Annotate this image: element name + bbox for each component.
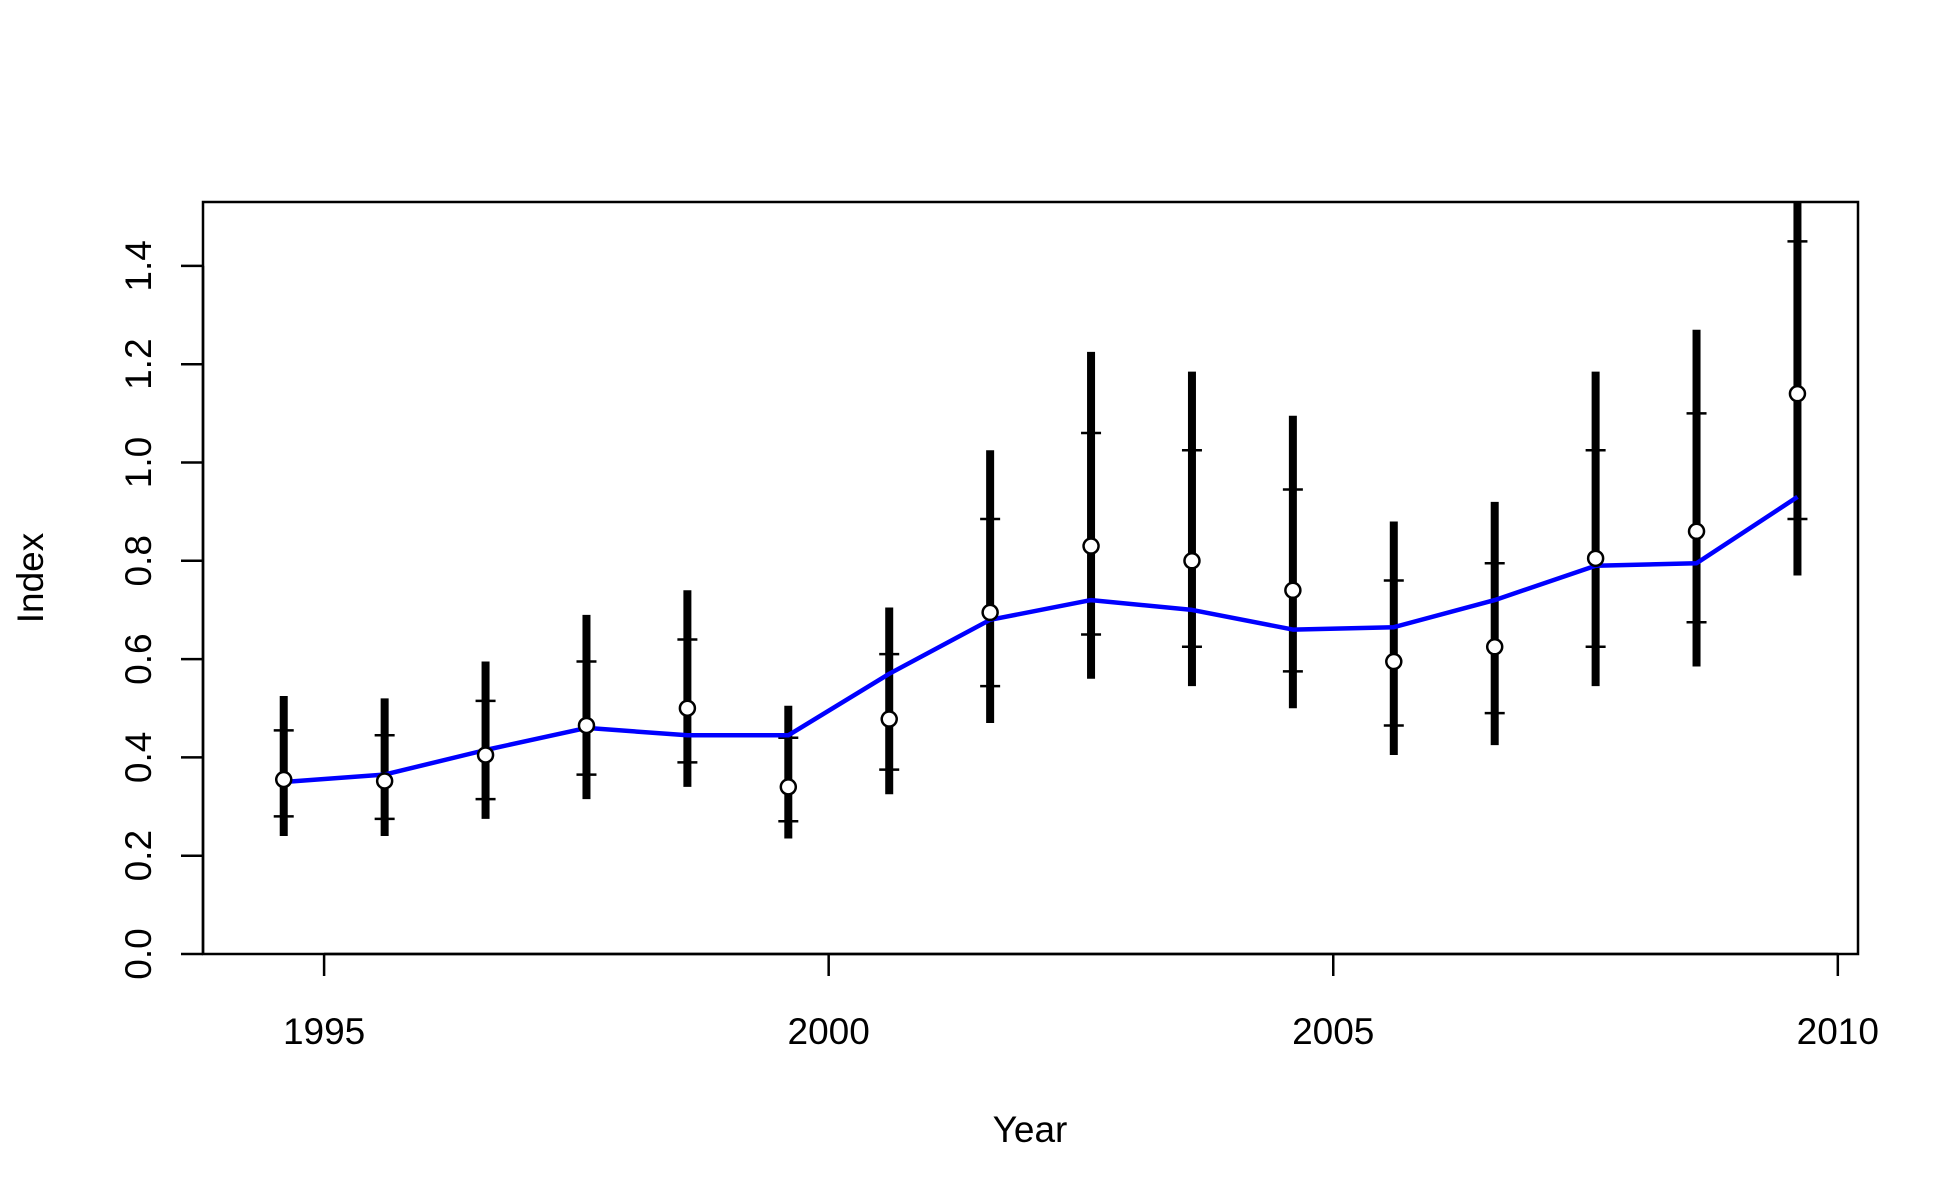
x-tick-label: 2005	[1292, 1011, 1374, 1052]
x-axis: 1995 2000 2005 2010	[283, 952, 1879, 1052]
data-point	[274, 770, 293, 789]
data-point	[1788, 384, 1807, 403]
y-tick-label: 0.2	[118, 830, 159, 881]
y-tick-label: 0.0	[118, 928, 159, 979]
data-point	[1385, 652, 1403, 671]
y-tick-label: 1.0	[118, 437, 159, 488]
data-point	[375, 772, 394, 790]
y-tick-label: 0.8	[118, 535, 159, 586]
error-bars	[273, 202, 1808, 839]
y-tick-label: 1.2	[118, 338, 159, 389]
x-tick-label: 2000	[788, 1011, 870, 1052]
data-point	[1284, 581, 1302, 600]
fitted-line	[283, 495, 1799, 785]
data-point	[476, 746, 495, 764]
y-tick-label: 0.4	[118, 732, 159, 783]
data-point	[981, 603, 999, 622]
x-tick-label: 1995	[283, 1011, 365, 1052]
data-point	[880, 710, 898, 728]
observed-points	[274, 384, 1807, 796]
y-axis-title: Index	[10, 532, 51, 623]
y-tick-label: 0.6	[118, 633, 159, 684]
data-point	[1082, 537, 1100, 555]
x-tick-label: 2010	[1797, 1011, 1879, 1052]
data-point	[1485, 638, 1504, 656]
x-axis-title: Year	[993, 1109, 1068, 1150]
data-point	[1687, 522, 1706, 541]
y-axis: 0.0 0.2 0.4 0.6 0.8 1.0 1.2 1.4	[118, 240, 205, 980]
data-point	[779, 778, 798, 796]
data-point	[1586, 549, 1605, 568]
data-point	[577, 716, 596, 735]
y-tick-label: 1.4	[118, 240, 159, 291]
plot-box	[201, 200, 1860, 956]
data-point	[678, 699, 697, 717]
data-point	[1183, 552, 1201, 570]
